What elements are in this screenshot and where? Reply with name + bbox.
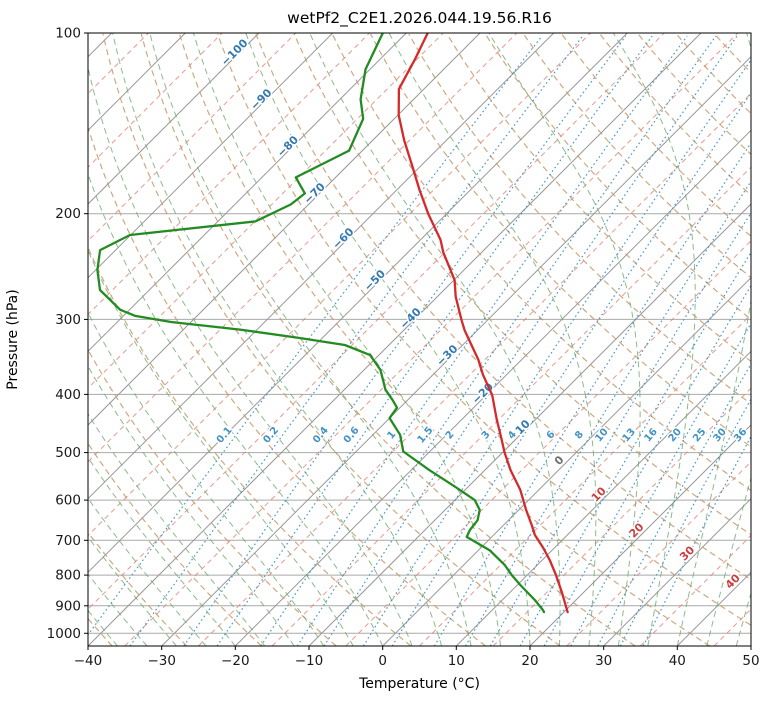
y-tick-label: 1000	[47, 626, 81, 642]
y-tick-label: 700	[55, 533, 81, 549]
x-tick-label: 20	[521, 653, 538, 669]
y-axis-label: Pressure (hPa)	[5, 289, 21, 389]
y-tick-label: 300	[55, 312, 81, 328]
x-tick-label: 0	[378, 653, 387, 669]
y-tick-label: 600	[55, 493, 81, 509]
y-tick-label: 800	[55, 568, 81, 584]
x-tick-label: 10	[448, 653, 465, 669]
chart-title: wetPf2_C2E1.2026.044.19.56.R16	[287, 9, 552, 28]
x-tick-label: −10	[295, 653, 324, 669]
x-tick-label: −20	[221, 653, 250, 669]
x-tick-label: −40	[74, 653, 103, 669]
y-tick-label: 100	[55, 26, 81, 42]
x-tick-label: 50	[742, 653, 759, 669]
x-tick-label: 30	[595, 653, 612, 669]
y-tick-label: 200	[55, 206, 81, 222]
y-tick-label: 900	[55, 598, 81, 614]
x-tick-label: 40	[669, 653, 686, 669]
y-tick-label: 400	[55, 387, 81, 403]
x-tick-label: −30	[147, 653, 176, 669]
y-tick-label: 500	[55, 445, 81, 461]
x-axis-label: Temperature (°C)	[358, 676, 480, 692]
